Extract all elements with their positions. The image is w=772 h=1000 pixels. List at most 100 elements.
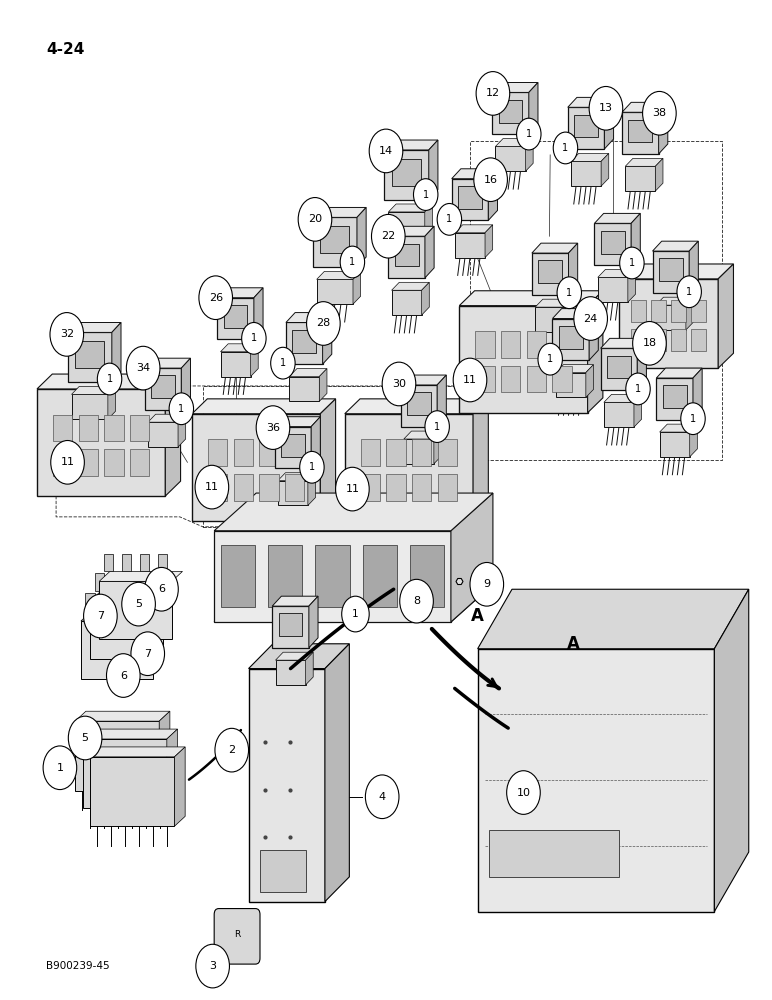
- Circle shape: [626, 373, 650, 405]
- Circle shape: [298, 198, 332, 241]
- Polygon shape: [425, 226, 434, 278]
- Text: 22: 22: [381, 231, 395, 241]
- Bar: [452, 179, 489, 220]
- Polygon shape: [311, 417, 320, 468]
- Polygon shape: [567, 97, 614, 107]
- Circle shape: [371, 214, 405, 258]
- Text: 1: 1: [526, 129, 532, 139]
- Polygon shape: [718, 264, 733, 368]
- Bar: [607, 356, 631, 378]
- Bar: [130, 573, 140, 591]
- Bar: [386, 474, 406, 501]
- Polygon shape: [659, 424, 697, 432]
- Circle shape: [414, 179, 438, 210]
- Polygon shape: [217, 288, 263, 298]
- Polygon shape: [320, 369, 327, 401]
- Bar: [556, 373, 586, 397]
- Polygon shape: [37, 374, 181, 389]
- Polygon shape: [401, 375, 446, 385]
- Polygon shape: [388, 226, 434, 236]
- Polygon shape: [178, 414, 186, 447]
- Text: 1: 1: [566, 288, 572, 298]
- Bar: [691, 329, 706, 351]
- Circle shape: [369, 129, 403, 173]
- Circle shape: [554, 132, 577, 164]
- Bar: [363, 545, 397, 607]
- Bar: [279, 613, 303, 636]
- Polygon shape: [353, 271, 361, 304]
- Bar: [275, 427, 311, 468]
- Text: 1: 1: [56, 763, 63, 773]
- Bar: [130, 449, 150, 476]
- Bar: [113, 573, 122, 591]
- Bar: [559, 326, 583, 349]
- Bar: [208, 439, 228, 466]
- Bar: [492, 92, 529, 134]
- Polygon shape: [631, 213, 640, 265]
- Bar: [527, 331, 546, 358]
- Text: 14: 14: [379, 146, 393, 156]
- Bar: [631, 300, 646, 322]
- Polygon shape: [167, 729, 178, 808]
- Circle shape: [633, 321, 666, 365]
- Polygon shape: [391, 282, 429, 290]
- Polygon shape: [100, 571, 182, 581]
- Polygon shape: [656, 297, 693, 305]
- Circle shape: [342, 596, 369, 632]
- Bar: [499, 100, 523, 123]
- Circle shape: [340, 246, 364, 278]
- Text: 26: 26: [208, 293, 223, 303]
- Polygon shape: [604, 97, 614, 149]
- Text: A: A: [567, 635, 580, 653]
- Text: 4-24: 4-24: [46, 42, 85, 57]
- Bar: [53, 415, 73, 441]
- Bar: [316, 545, 350, 607]
- Circle shape: [365, 775, 399, 819]
- Polygon shape: [214, 584, 493, 622]
- Bar: [601, 348, 637, 390]
- Text: R: R: [234, 930, 240, 939]
- Circle shape: [437, 203, 462, 235]
- Bar: [221, 352, 251, 377]
- Text: 32: 32: [59, 329, 74, 339]
- Text: 1: 1: [352, 609, 359, 619]
- Circle shape: [574, 297, 608, 340]
- Text: 24: 24: [584, 314, 598, 324]
- Text: B900239-45: B900239-45: [46, 961, 110, 971]
- Text: 6: 6: [120, 671, 127, 681]
- Bar: [671, 300, 686, 322]
- Circle shape: [242, 322, 266, 354]
- Polygon shape: [625, 158, 663, 166]
- Bar: [361, 439, 380, 466]
- Polygon shape: [628, 269, 635, 302]
- Bar: [392, 159, 421, 186]
- Text: 7: 7: [96, 611, 104, 621]
- Bar: [281, 434, 305, 457]
- Circle shape: [538, 343, 563, 375]
- Circle shape: [336, 467, 369, 511]
- Text: 30: 30: [392, 379, 406, 389]
- Circle shape: [681, 403, 705, 435]
- Bar: [574, 115, 598, 137]
- Text: 12: 12: [486, 88, 500, 98]
- Bar: [214, 531, 451, 622]
- Bar: [234, 439, 253, 466]
- Polygon shape: [601, 338, 646, 348]
- Polygon shape: [473, 399, 489, 521]
- Circle shape: [131, 632, 164, 676]
- Bar: [100, 581, 172, 639]
- Polygon shape: [619, 264, 733, 279]
- Bar: [552, 331, 572, 358]
- Polygon shape: [286, 313, 332, 322]
- Bar: [651, 329, 666, 351]
- Bar: [79, 449, 98, 476]
- Bar: [90, 601, 163, 659]
- Bar: [691, 300, 706, 322]
- Text: 1: 1: [686, 287, 692, 297]
- Polygon shape: [90, 747, 185, 757]
- Polygon shape: [622, 102, 668, 112]
- Circle shape: [453, 358, 487, 402]
- Polygon shape: [273, 596, 318, 606]
- Polygon shape: [455, 225, 493, 233]
- Bar: [401, 385, 437, 427]
